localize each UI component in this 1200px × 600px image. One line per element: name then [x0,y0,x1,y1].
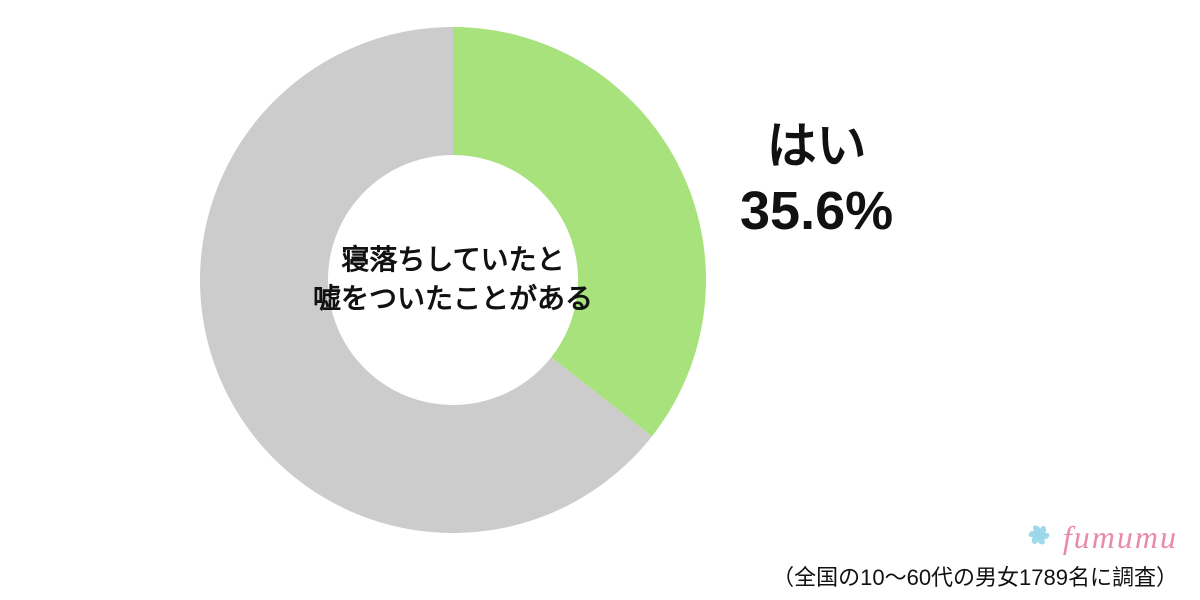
slice-label-text: はい [740,115,893,178]
flower-icon [1021,517,1057,558]
center-label-line1: 寝落ちしていたと [253,240,653,279]
center-label: 寝落ちしていたと 嘘をついたことがある [253,240,653,318]
footnote: （全国の10〜60代の男女1789名に調査） [772,560,1178,592]
slice-label: はい 35.6% [740,115,893,245]
logo: fumumu [772,517,1178,558]
center-label-line2: 嘘をついたことがある [253,279,653,318]
donut-slice [453,27,706,436]
chart-container: 寝落ちしていたと 嘘をついたことがある はい 35.6% fumumu （全国の… [0,0,1200,600]
footer: fumumu （全国の10〜60代の男女1789名に調査） [772,517,1178,592]
slice-label-percent: 35.6% [740,178,893,246]
logo-text: fumumu [1063,519,1178,556]
